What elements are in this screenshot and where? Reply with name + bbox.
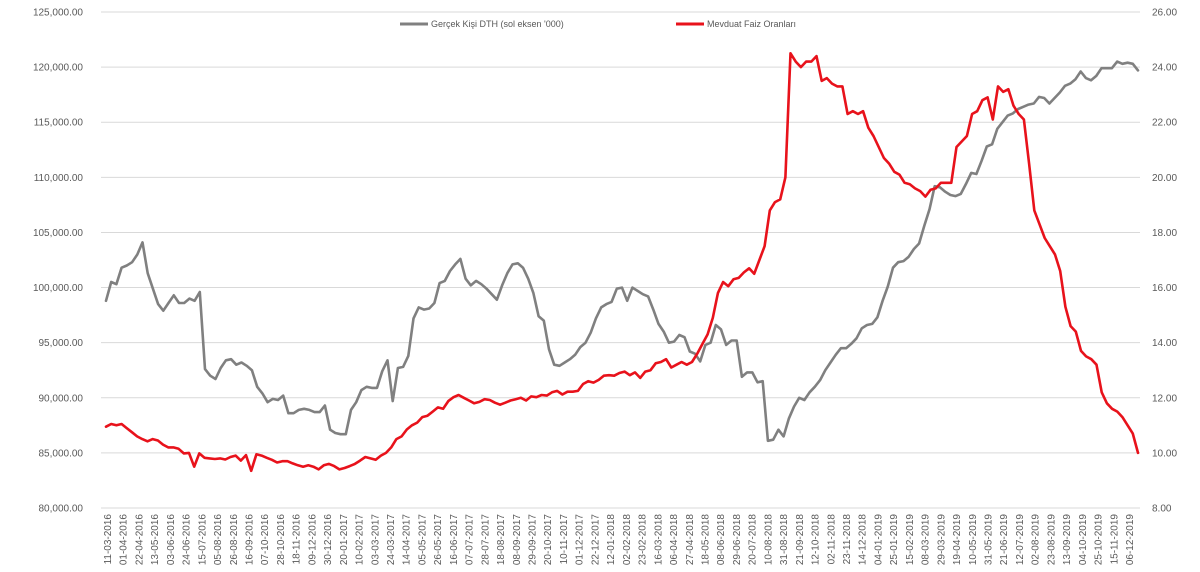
- x-axis-tick: 06-12-2019: [1125, 514, 1136, 566]
- right-axis-tick: 10.00: [1152, 448, 1177, 459]
- x-axis-tick: 02-08-2019: [1031, 514, 1042, 566]
- x-axis-tick: 22-04-2016: [134, 514, 145, 566]
- left-axis-tick: 90,000.00: [39, 393, 84, 404]
- series-line-faiz: [104, 51, 1140, 473]
- x-axis-tick: 31-08-2018: [779, 514, 790, 566]
- x-axis-tick: 24-03-2017: [386, 514, 397, 566]
- legend-label-dth: Gerçek Kişi DTH (sol eksen '000): [431, 19, 564, 29]
- x-axis-tick: 01-12-2017: [575, 514, 586, 566]
- x-axis-tick: 29-09-2017: [528, 514, 539, 566]
- x-axis-tick: 29-06-2018: [732, 514, 743, 566]
- x-axis-tick: 26-08-2016: [229, 514, 240, 566]
- x-axis-tick: 07-10-2016: [260, 514, 271, 566]
- right-axis-tick: 20.00: [1152, 173, 1177, 184]
- x-axis-tick: 10-05-2019: [968, 514, 979, 566]
- x-axis-tick: 28-10-2016: [276, 514, 287, 566]
- x-axis-tick: 20-01-2017: [339, 514, 350, 566]
- x-axis-tick: 25-01-2019: [889, 514, 900, 566]
- x-axis-tick: 23-02-2018: [638, 514, 649, 566]
- left-axis-tick: 120,000.00: [33, 63, 83, 74]
- legend: Gerçek Kişi DTH (sol eksen '000) Mevduat…: [400, 19, 796, 29]
- x-axis-tick: 20-10-2017: [543, 514, 554, 566]
- x-axis-tick: 19-04-2019: [952, 514, 963, 566]
- x-axis-tick: 25-10-2019: [1094, 514, 1105, 566]
- x-axis-tick: 01-04-2016: [119, 514, 130, 566]
- x-axis-tick: 10-08-2018: [763, 514, 774, 566]
- left-axis-tick: 115,000.00: [34, 118, 84, 129]
- right-axis-tick: 24.00: [1152, 63, 1177, 74]
- gridlines: [101, 11, 1140, 509]
- x-axis-tick: 23-08-2019: [1046, 514, 1057, 566]
- x-axis-tick: 08-09-2017: [512, 514, 523, 566]
- right-axis-tick: 8.00: [1152, 504, 1172, 515]
- x-axis-tick: 03-06-2016: [166, 514, 177, 566]
- left-axis-tick: 125,000.00: [33, 8, 83, 19]
- x-axis-tick: 16-03-2018: [653, 514, 664, 566]
- right-axis-tick: 22.00: [1152, 118, 1177, 129]
- left-axis-tick: 85,000.00: [39, 448, 84, 459]
- x-axis-tick: 23-11-2018: [842, 514, 853, 565]
- left-axis-tick-labels: 80,000.00 85,000.00 90,000.00 95,000.00 100,…: [33, 8, 83, 515]
- x-axis-tick: 08-03-2019: [921, 514, 932, 566]
- x-axis-tick: 18-11-2016: [292, 514, 303, 565]
- x-axis-tick: 31-05-2019: [983, 514, 994, 566]
- x-axis-tick: 05-08-2016: [213, 514, 224, 566]
- x-axis-tick: 24-06-2016: [182, 514, 193, 566]
- left-axis-tick: 110,000.00: [34, 173, 84, 184]
- right-axis-tick-labels: 8.00 10.00 12.00 14.00 16.00 18.00 20.00 22.00 2…: [1152, 8, 1177, 515]
- x-axis-tick: 12-07-2019: [1015, 514, 1026, 566]
- right-axis-tick: 14.00: [1152, 338, 1177, 349]
- right-axis-tick: 16.00: [1152, 283, 1177, 294]
- x-axis-tick: 13-05-2016: [150, 514, 161, 566]
- x-axis-tick: 02-11-2018: [826, 514, 837, 565]
- left-axis-tick: 95,000.00: [39, 338, 84, 349]
- x-axis-tick: 04-01-2019: [873, 514, 884, 566]
- x-axis-tick: 03-03-2017: [370, 514, 381, 566]
- x-axis-tick: 11-03-2016: [103, 514, 114, 565]
- series-line-dth: [104, 60, 1140, 443]
- x-axis-tick: 18-08-2017: [496, 514, 507, 566]
- x-axis-tick: 29-03-2019: [936, 514, 947, 566]
- x-axis-tick: 12-10-2018: [811, 514, 822, 566]
- x-axis-tick: 18-05-2018: [700, 514, 711, 566]
- x-axis-tick: 09-12-2016: [307, 514, 318, 566]
- x-axis-tick-labels: 11-03-2016 01-04-2016 22-04-2016 13-05-2016…: [103, 514, 1136, 566]
- legend-label-faiz: Mevduat Faiz Oranları: [707, 19, 796, 29]
- x-axis-tick: 26-05-2017: [433, 514, 444, 566]
- x-axis-tick: 13-09-2019: [1062, 514, 1073, 566]
- left-axis-tick: 100,000.00: [33, 283, 83, 294]
- x-axis-tick: 22-12-2017: [590, 514, 601, 566]
- left-axis-tick: 80,000.00: [39, 504, 84, 515]
- x-axis-tick: 07-07-2017: [465, 514, 476, 566]
- x-axis-tick: 12-01-2018: [606, 514, 617, 566]
- x-axis-tick: 21-06-2019: [999, 514, 1010, 566]
- right-axis-tick: 26.00: [1152, 8, 1177, 19]
- x-axis-tick: 08-06-2018: [716, 514, 727, 566]
- x-axis-tick: 14-12-2018: [858, 514, 869, 566]
- x-axis-tick: 20-07-2018: [748, 514, 759, 566]
- x-axis-tick: 10-02-2017: [355, 514, 366, 566]
- x-axis-tick: 14-04-2017: [402, 514, 413, 566]
- x-axis-tick: 30-12-2016: [323, 514, 334, 566]
- x-axis-tick: 05-05-2017: [417, 514, 428, 566]
- series-lines: [104, 51, 1140, 473]
- x-axis-tick: 16-06-2017: [449, 514, 460, 566]
- right-axis-tick: 18.00: [1152, 228, 1177, 239]
- x-axis-tick: 16-09-2016: [245, 514, 256, 566]
- x-axis-tick: 27-04-2018: [685, 514, 696, 566]
- x-axis-tick: 15-11-2019: [1109, 514, 1120, 565]
- x-axis-tick: 04-10-2019: [1078, 514, 1089, 566]
- x-axis-tick: 21-09-2018: [795, 514, 806, 566]
- x-axis-tick: 06-04-2018: [669, 514, 680, 566]
- x-axis-tick: 02-02-2018: [622, 514, 633, 566]
- left-axis-tick: 105,000.00: [33, 228, 83, 239]
- right-axis-tick: 12.00: [1152, 393, 1177, 404]
- x-axis-tick: 15-07-2016: [197, 514, 208, 566]
- x-axis-tick: 15-02-2019: [905, 514, 916, 566]
- x-axis-tick: 28-07-2017: [480, 514, 491, 566]
- x-axis-tick: 10-11-2017: [559, 514, 570, 565]
